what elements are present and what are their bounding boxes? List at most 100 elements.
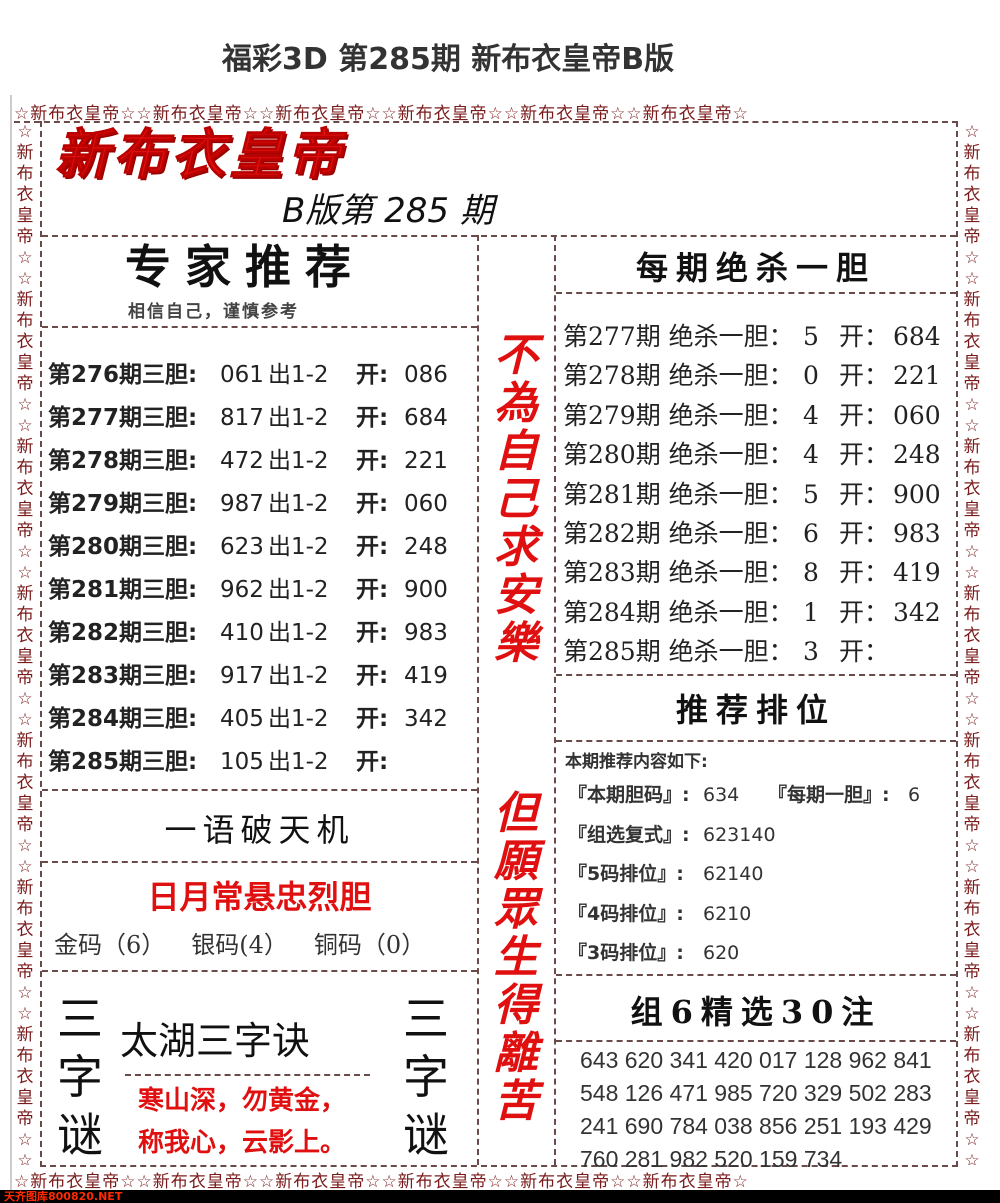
row-code: 917 [220,663,264,689]
slogan-char: 求 [494,522,538,573]
riddle-title: 太湖三字诀 [120,1019,311,1063]
row-open-label: 开: [356,405,389,431]
list-item: 『3码排位』: 620 [568,938,920,978]
pick-row: 241 690 784 038 856 251 193 429 [580,1113,932,1139]
list-item: 『4码排位』: 6210 [568,899,920,939]
row-kill: 3 [803,637,819,667]
poster-frame [10,95,990,1200]
row-out: 出1-2 [268,663,329,689]
row-label: 第278期三胆: [48,448,198,474]
divider [14,121,958,123]
issue-label: B版第 285 期 [282,191,494,231]
divider [42,970,477,972]
row-open-label: 开： [839,597,890,627]
slogan-char: 眾 [494,884,538,935]
row-open-label: 开： [839,322,890,351]
riddle-side-left: 三字谜 [57,992,103,1162]
rank-title: 推荐排位 [675,691,836,729]
expert-title: 专家推荐 [125,240,365,294]
riddle-text: 寒山深，勿黄金， 称我心，云影上。 [138,1080,346,1164]
row-open: 060 [893,400,941,430]
table-row: 第284期三胆: 405 出1-2 开: 342 [48,699,448,742]
table-row: 第284期 绝杀一胆： 1 开： 342 [563,593,941,632]
bronze-code: 铜码（0） [313,931,426,959]
row-code: 987 [220,491,264,517]
slogan-char: 苦 [494,1076,538,1127]
three-dan-list: 第276期三胆: 061 出1-2 开: 086 第277期三胆: 817 出1-2 开: 684… [48,355,448,785]
rank-label: 『本期胆码』: [568,784,690,806]
table-row: 第281期三胆: 962 出1-2 开: 900 [48,570,448,613]
pick-numbers: 643 620 341 420 017 128 962 841 548 126 … [580,1044,932,1176]
row-open-label: 开： [839,637,890,667]
row-open: 060 [404,491,448,517]
kill-title: 每期绝杀一胆 [635,249,876,287]
row-kill: 5 [803,479,819,509]
table-row: 第282期三胆: 410 出1-2 开: 983 [48,613,448,656]
motto-title: 一语破天机 [164,811,355,849]
row-kill: 4 [803,400,819,430]
row-label: 第283期 绝杀一胆： [563,558,794,588]
metal-codes: 金码（6） 银码(4） 铜码（0） [54,925,425,960]
slogan-char: 得 [494,980,538,1031]
divider [556,1040,956,1042]
page-title: 福彩3D 第285期 新布衣皇帝B版 [222,42,675,77]
divider [956,121,958,1167]
border-top-text: ☆新布衣皇帝☆☆新布衣皇帝☆☆新布衣皇帝☆☆新布衣皇帝☆☆新布衣皇帝☆☆新布衣皇… [14,104,749,124]
row-open-label: 开： [839,361,890,391]
row-out: 出1-2 [268,491,329,517]
row-open: 983 [404,620,448,646]
row-code: 061 [220,362,264,388]
row-label: 第285期三胆: [48,749,198,775]
rank-label: 『5码排位』: [568,863,684,885]
table-row: 第277期三胆: 817 出1-2 开: 684 [48,398,448,441]
rank-value: 6 [908,784,921,806]
divider [125,1074,370,1076]
row-out: 出1-2 [268,362,329,388]
table-row: 第278期三胆: 472 出1-2 开: 221 [48,441,448,484]
table-row: 第279期 绝杀一胆： 4 开： 060 [563,396,941,435]
row-open-label: 开： [839,518,890,548]
row-label: 第281期三胆: [48,577,198,603]
border-right-text: ☆新布衣皇帝☆☆新布衣皇帝☆☆新布衣皇帝☆☆新布衣皇帝☆☆新布衣皇帝☆☆新布衣皇… [963,122,981,1165]
slogan-char: 生 [494,932,538,983]
row-code: 817 [220,405,264,431]
riddle-side-right: 三字谜 [403,992,449,1162]
row-open-label: 开: [356,706,389,732]
rank-label: 『组选复式』: [568,823,690,846]
border-left-text: ☆新布衣皇帝☆☆新布衣皇帝☆☆新布衣皇帝☆☆新布衣皇帝☆☆新布衣皇帝☆☆新布衣皇… [16,122,34,1165]
row-open: 248 [404,534,448,560]
divider [42,326,477,328]
table-row: 第281期 绝杀一胆： 5 开： 900 [563,475,941,514]
row-code: 405 [220,706,264,732]
rank-value: 62140 [703,863,764,885]
gold-code: 金码（6） [54,931,166,959]
row-label: 第285期 绝杀一胆： [563,637,794,667]
slogan-char: 樂 [494,618,538,669]
row-label: 第276期三胆: [48,362,198,388]
row-open: 221 [404,448,448,474]
row-open: 419 [404,663,448,689]
slogan-char: 己 [494,474,538,525]
row-out: 出1-2 [268,534,329,560]
table-row: 第285期 绝杀一胆： 3 开： [563,632,941,671]
row-label: 第281期 绝杀一胆： [563,479,794,509]
table-row: 第282期 绝杀一胆： 6 开： 983 [563,514,941,553]
row-open: 248 [893,440,941,470]
rank-value: 620 [703,942,740,964]
border-bottom-text: ☆新布衣皇帝☆☆新布衣皇帝☆☆新布衣皇帝☆☆新布衣皇帝☆☆新布衣皇帝☆☆新布衣皇… [14,1172,749,1192]
row-label: 第283期三胆: [48,663,198,689]
row-kill: 4 [803,440,819,470]
row-label: 第280期 绝杀一胆： [563,440,794,470]
divider [40,1165,958,1167]
divider [42,861,477,863]
row-label: 第280期三胆: [48,534,198,560]
row-open: 900 [893,479,941,509]
header-bar: 福彩3D 第285期 新布衣皇帝B版 [0,0,1000,92]
row-code: 472 [220,448,264,474]
rank-list: 『本期胆码』: 634 『每期一胆』: 6 『组选复式』: 623140 『5码排位』: 62… [568,780,920,978]
silver-code: 银码(4） [191,931,288,959]
motto-text: 日月常悬忠烈胆 [147,878,372,916]
row-open-label: 开： [839,400,890,430]
row-kill: 1 [803,597,819,627]
row-kill: 5 [803,322,819,351]
